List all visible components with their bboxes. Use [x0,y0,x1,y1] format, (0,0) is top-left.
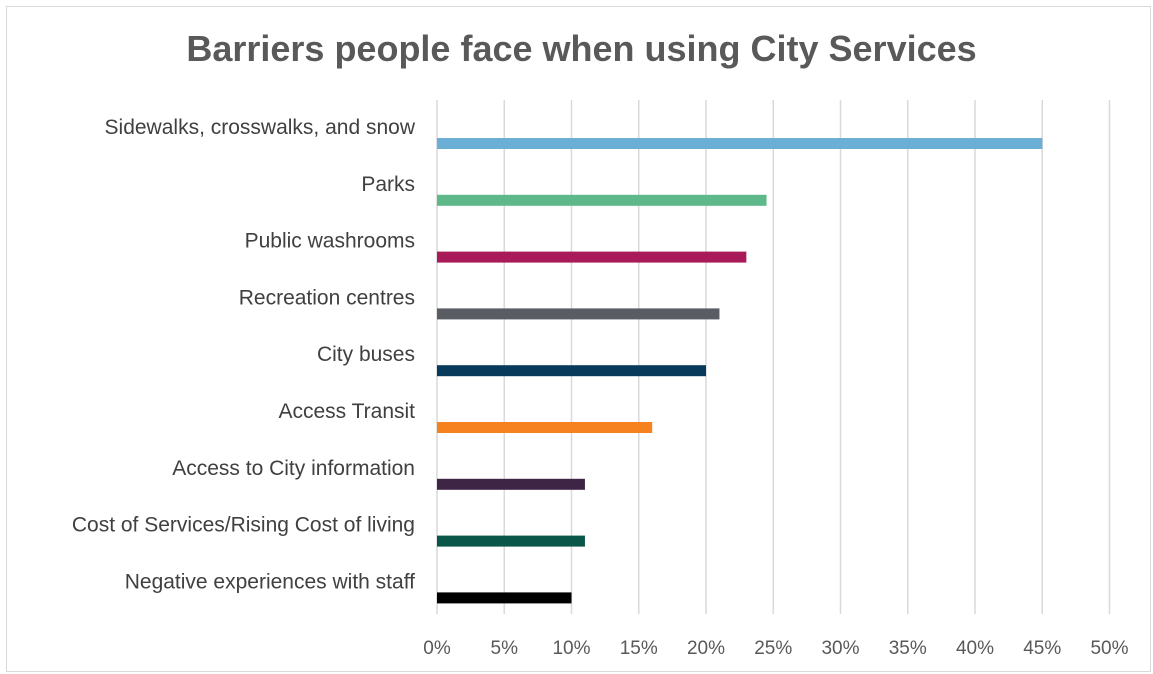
x-tick-label: 25% [754,638,792,659]
chart-frame [6,6,1151,672]
category-label: Access Transit [278,400,415,423]
bar [437,138,1043,149]
category-label: City buses [317,343,415,366]
bar [437,308,720,320]
category-labels: Sidewalks, crosswalks, and snow Parks Publ… [72,116,416,593]
category-label: Negative experiences with staff [125,570,415,593]
x-tick-label: 15% [620,638,658,659]
category-label: Sidewalks, crosswalks, and snow [105,116,416,139]
x-tick-label: 10% [552,638,590,659]
x-tick-label: 45% [1023,638,1061,659]
x-tick-label: 0% [423,638,451,659]
category-label: Public washrooms [245,230,415,253]
category-label: Access to City information [172,457,415,480]
bars [437,138,1043,604]
bar [437,194,767,206]
bar [437,478,585,490]
gridlines [436,100,1111,614]
x-tick-label: 50% [1090,638,1128,659]
x-tick-label: 5% [491,638,519,659]
bar [437,251,747,263]
x-axis-ticks: 0% 5% 10% 15% 20% 25% 30% 35% 40% 45% 50% [423,638,1128,659]
x-tick-label: 40% [956,638,994,659]
x-tick-label: 30% [821,638,859,659]
bar [437,535,585,547]
category-label: Parks [361,173,415,196]
bar [437,365,706,377]
bar [437,592,572,604]
x-tick-label: 35% [889,638,927,659]
x-tick-label: 20% [687,638,725,659]
chart-title: Barriers people face when using City Ser… [186,28,977,69]
bar [437,422,653,433]
category-label: Recreation centres [239,286,415,309]
category-label: Cost of Services/Rising Cost of living [72,514,415,537]
